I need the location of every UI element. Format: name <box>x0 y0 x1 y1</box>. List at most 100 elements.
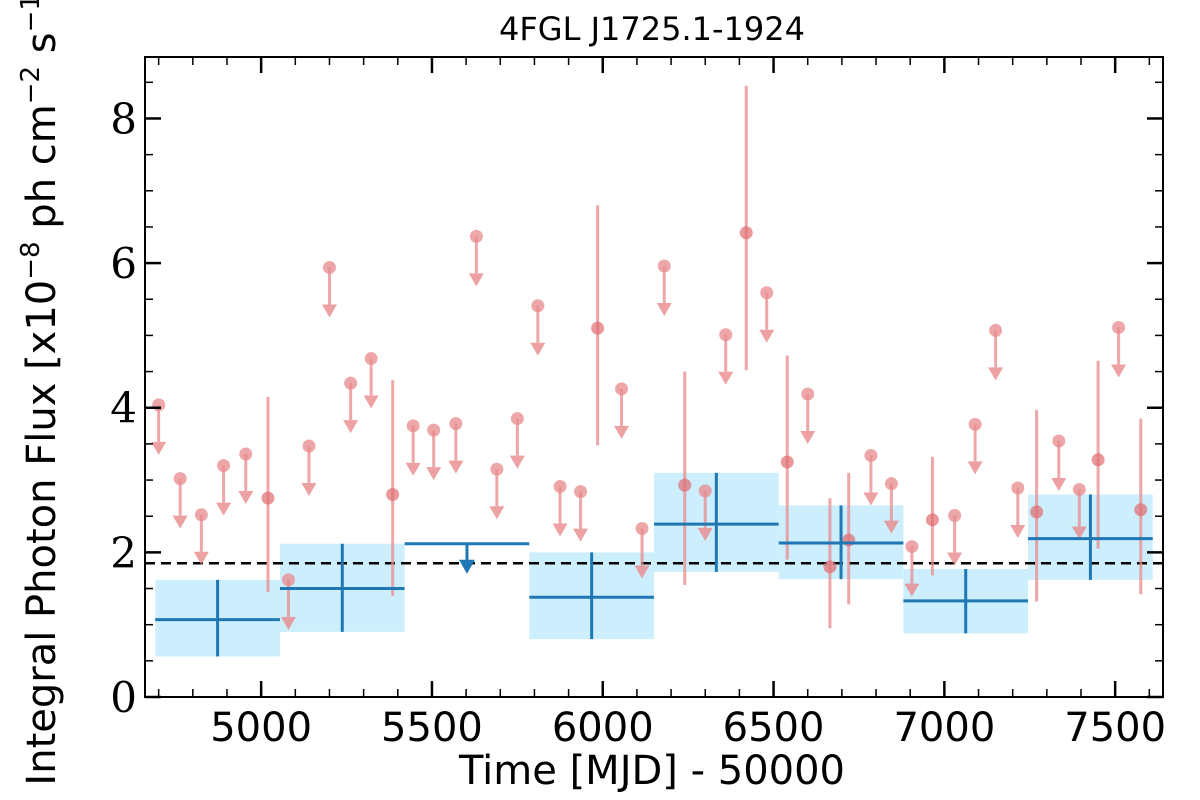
x-tick-label: 7000 <box>893 705 995 751</box>
short-bin-point <box>1030 505 1044 519</box>
plot-frame <box>144 56 1164 698</box>
x-tick-label: 5500 <box>381 705 483 751</box>
y-axis-label: Integral Photon Flux [x10−8 ph cm−2 s−1] <box>16 0 65 786</box>
short-bin-upper-limit-point <box>719 328 733 342</box>
short-bin-upper-limit-point <box>173 472 187 486</box>
short-bin-upper-limit-point <box>1072 482 1086 496</box>
y-axis-label-exp3: −1 <box>16 0 46 32</box>
short-bin-upper-limit-point <box>281 573 295 587</box>
y-axis-label-prefix: Integral Photon Flux [x10 <box>19 280 65 786</box>
short-bin-upper-limit-point <box>302 439 316 453</box>
short-bin-upper-limit-point <box>322 260 336 274</box>
short-bin-upper-limit-arrow <box>489 506 505 520</box>
y-axis-label-exp1: −8 <box>16 241 46 279</box>
short-bin-upper-limit-point <box>989 323 1003 337</box>
x-axis-label: Time [MJD] - 50000 <box>458 748 845 794</box>
short-bin-upper-limit-arrow <box>1111 364 1127 378</box>
short-bin-upper-limit-point <box>968 417 982 431</box>
short-bin-upper-limit-arrow <box>1010 525 1026 539</box>
short-bin-upper-limit-arrow <box>321 304 337 318</box>
short-bin-upper-limit-arrow <box>573 528 589 542</box>
short-bin-upper-limit-point <box>510 412 524 426</box>
short-bin-upper-limit-point <box>490 462 504 476</box>
short-bin-upper-limit-point <box>948 508 962 522</box>
y-tick-label: 0 <box>110 673 137 722</box>
short-bin-upper-limit-point <box>574 485 588 499</box>
short-bin-point <box>386 488 400 502</box>
short-bin-upper-limit-arrow <box>426 467 442 481</box>
short-bin-upper-limit-point <box>1011 481 1025 495</box>
short-bin-point <box>1134 503 1148 517</box>
short-bin-upper-limit-point <box>1112 320 1126 334</box>
short-bin-upper-limit-arrow <box>1071 526 1087 540</box>
short-bin-point <box>261 491 275 505</box>
short-bin-upper-limit-point <box>152 398 166 412</box>
short-bin-point <box>739 226 753 240</box>
short-bin-upper-limit-arrow <box>216 502 232 516</box>
short-bin-upper-limit-point <box>864 448 878 462</box>
short-bin-upper-limit-point <box>344 376 358 390</box>
chart-title: 4FGL J1725.1-1924 <box>499 10 805 48</box>
short-bin-upper-limit-arrow <box>988 367 1004 381</box>
short-bin-upper-limit-arrow <box>530 342 546 356</box>
short-bin-upper-limit-point <box>698 484 712 498</box>
short-bin-upper-limit-point <box>1052 434 1066 448</box>
long-bin-series <box>155 472 1153 657</box>
y-tick-label: 2 <box>110 528 137 577</box>
short-bin-upper-limit-arrow <box>151 441 167 455</box>
short-bin-upper-limit-arrow <box>468 273 484 287</box>
x-tick-label: 6000 <box>552 705 654 751</box>
short-bin-point <box>925 513 939 527</box>
short-bin-upper-limit-arrow <box>967 461 983 475</box>
axes: 5000 5500 6000 6500 7000 7500 0 2 4 6 8 <box>110 56 1166 751</box>
y-tick-label: 8 <box>110 94 137 143</box>
short-bin-upper-limit-arrow <box>904 583 920 597</box>
short-bin-series <box>151 85 1148 630</box>
short-bin-upper-limit-point <box>531 299 545 313</box>
x-tick-label: 6500 <box>723 705 825 751</box>
short-bin-upper-limit-arrow <box>718 371 734 385</box>
short-bin-upper-limit-arrow <box>363 395 379 409</box>
short-bin-upper-limit-arrow <box>405 462 421 476</box>
y-axis-label-exp2: −2 <box>16 66 46 104</box>
short-bin-upper-limit-point <box>801 387 815 401</box>
short-bin-upper-limit-arrow <box>509 455 525 469</box>
short-bin-upper-limit-point <box>469 229 483 243</box>
y-axis-label-mid1: ph cm <box>19 104 65 241</box>
short-bin-upper-limit-arrow <box>697 527 713 541</box>
long-bin-upper-limit-arrow <box>458 559 475 574</box>
short-bin-upper-limit-arrow <box>552 523 568 537</box>
short-bin-upper-limit-arrow <box>656 302 672 316</box>
short-bin-upper-limit-arrow <box>883 520 899 534</box>
short-bin-upper-limit-arrow <box>280 616 296 630</box>
short-bin-upper-limit-point <box>657 259 671 273</box>
short-bin-upper-limit-point <box>760 286 774 300</box>
short-bin-upper-limit-point <box>615 382 629 396</box>
short-bin-upper-limit-point <box>194 508 208 522</box>
short-bin-upper-limit-arrow <box>193 551 209 565</box>
short-bin-upper-limit-point <box>449 417 463 431</box>
x-tick-label: 5000 <box>210 705 312 751</box>
x-tick-label: 7500 <box>1064 705 1166 751</box>
short-bin-upper-limit-arrow <box>759 329 775 343</box>
short-bin-point <box>780 455 794 469</box>
y-tick-label: 6 <box>110 239 137 288</box>
short-bin-upper-limit-point <box>884 477 898 491</box>
short-bin-upper-limit-arrow <box>800 430 816 444</box>
short-bin-upper-limit-point <box>406 419 420 433</box>
short-bin-upper-limit-point <box>905 540 919 554</box>
short-bin-upper-limit-arrow <box>343 420 359 434</box>
short-bin-point <box>591 321 605 335</box>
short-bin-upper-limit-point <box>217 459 231 473</box>
short-bin-upper-limit-arrow <box>301 483 317 497</box>
short-bin-point <box>842 533 856 547</box>
y-axis-label-mid2: s <box>19 32 65 66</box>
short-bin-point <box>823 560 837 574</box>
short-bin-upper-limit-point <box>364 352 378 366</box>
short-bin-upper-limit-point <box>427 423 441 437</box>
short-bin-upper-limit-arrow <box>238 491 254 505</box>
short-bin-upper-limit-arrow <box>448 460 464 474</box>
short-bin-upper-limit-arrow <box>863 492 879 506</box>
short-bin-upper-limit-point <box>553 480 567 494</box>
